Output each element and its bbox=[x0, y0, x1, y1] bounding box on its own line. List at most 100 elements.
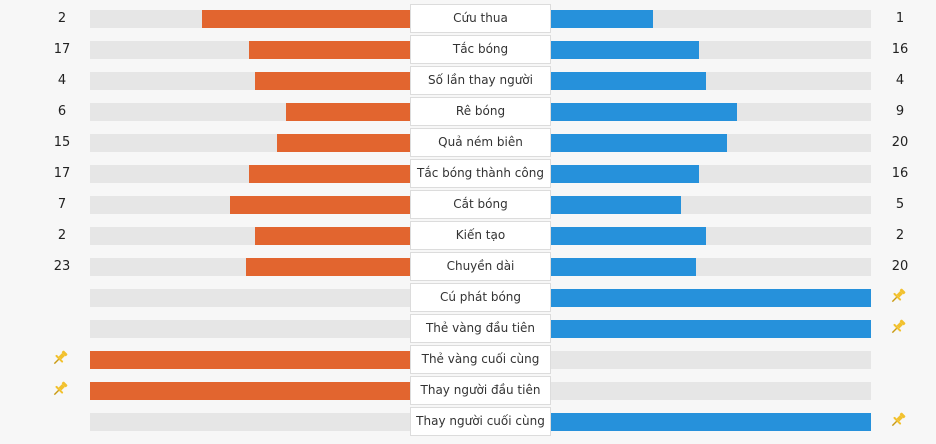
home-bar bbox=[202, 10, 411, 28]
stat-row: 7 5 Cắt bóng bbox=[0, 189, 936, 220]
pin-icon bbox=[889, 287, 909, 307]
stat-row: 23 20 Chuyền dài bbox=[0, 251, 936, 282]
away-bar bbox=[550, 165, 699, 183]
stat-row: 17 16 Tắc bóng bbox=[0, 34, 936, 65]
away-bar-track bbox=[550, 196, 871, 214]
away-value: 9 bbox=[895, 104, 905, 119]
away-bar-track bbox=[550, 165, 871, 183]
away-bar bbox=[550, 320, 871, 338]
pin-icon bbox=[51, 349, 71, 369]
away-bar bbox=[550, 258, 696, 276]
away-bar bbox=[550, 227, 706, 245]
stat-label: Tắc bóng bbox=[410, 35, 551, 64]
home-value: 4 bbox=[57, 73, 67, 88]
stat-row: 6 9 Rê bóng bbox=[0, 96, 936, 127]
home-bar bbox=[277, 134, 411, 152]
home-bar-track bbox=[90, 72, 411, 90]
stat-label: Thẻ vàng cuối cùng bbox=[410, 345, 551, 374]
stat-label: Thay người cuối cùng bbox=[410, 407, 551, 436]
home-bar-track bbox=[90, 10, 411, 28]
home-bar-track bbox=[90, 196, 411, 214]
home-bar-track bbox=[90, 351, 411, 369]
stat-row: Thay người cuối cùng bbox=[0, 406, 936, 437]
away-value: 16 bbox=[891, 42, 909, 57]
away-bar-track bbox=[550, 258, 871, 276]
home-bar-track bbox=[90, 289, 411, 307]
home-bar-track bbox=[90, 165, 411, 183]
stat-label: Số lần thay người bbox=[410, 66, 551, 95]
stat-label: Kiến tạo bbox=[410, 221, 551, 250]
away-bar bbox=[550, 134, 727, 152]
away-bar bbox=[550, 413, 871, 431]
home-bar-track bbox=[90, 413, 411, 431]
away-bar-track bbox=[550, 351, 871, 369]
away-value: 20 bbox=[891, 259, 909, 274]
home-bar-track bbox=[90, 134, 411, 152]
stat-label: Cú phát bóng bbox=[410, 283, 551, 312]
home-bar bbox=[230, 196, 411, 214]
away-bar bbox=[550, 103, 737, 121]
away-bar-track bbox=[550, 382, 871, 400]
home-bar bbox=[255, 72, 411, 90]
away-value: 5 bbox=[895, 197, 905, 212]
pin-icon bbox=[51, 380, 71, 400]
home-bar-track bbox=[90, 382, 411, 400]
home-bar bbox=[246, 258, 411, 276]
home-value: 15 bbox=[53, 135, 71, 150]
away-bar-track bbox=[550, 10, 871, 28]
away-bar bbox=[550, 289, 871, 307]
stat-row: Thẻ vàng cuối cùng bbox=[0, 344, 936, 375]
home-value: 17 bbox=[53, 42, 71, 57]
stat-row: 17 16 Tắc bóng thành công bbox=[0, 158, 936, 189]
home-bar-track bbox=[90, 41, 411, 59]
home-bar bbox=[255, 227, 411, 245]
home-value: 7 bbox=[57, 197, 67, 212]
stat-row: 2 1 Cứu thua bbox=[0, 3, 936, 34]
away-bar-track bbox=[550, 289, 871, 307]
away-value: 20 bbox=[891, 135, 909, 150]
home-value: 17 bbox=[53, 166, 71, 181]
home-value bbox=[42, 413, 82, 431]
home-bar bbox=[249, 165, 411, 183]
home-value: 2 bbox=[57, 11, 67, 26]
stat-label: Cắt bóng bbox=[410, 190, 551, 219]
home-value: 6 bbox=[57, 104, 67, 119]
away-value: 2 bbox=[895, 228, 905, 243]
home-bar-track bbox=[90, 258, 411, 276]
stat-row: 15 20 Quả ném biên bbox=[0, 127, 936, 158]
stat-row: 2 2 Kiến tạo bbox=[0, 220, 936, 251]
away-value bbox=[880, 351, 920, 369]
home-value bbox=[42, 289, 82, 307]
away-bar-track bbox=[550, 103, 871, 121]
home-bar bbox=[286, 103, 411, 121]
away-bar bbox=[550, 72, 706, 90]
away-value: 16 bbox=[891, 166, 909, 181]
home-bar-track bbox=[90, 320, 411, 338]
stat-label: Cứu thua bbox=[410, 4, 551, 33]
away-bar-track bbox=[550, 227, 871, 245]
home-bar-track bbox=[90, 227, 411, 245]
pin-icon bbox=[889, 411, 909, 431]
stat-label: Quả ném biên bbox=[410, 128, 551, 157]
away-bar bbox=[550, 10, 653, 28]
home-value: 23 bbox=[53, 259, 71, 274]
stat-label: Tắc bóng thành công bbox=[410, 159, 551, 188]
stat-label: Chuyền dài bbox=[410, 252, 551, 281]
stat-row: 4 4 Số lần thay người bbox=[0, 65, 936, 96]
away-bar-track bbox=[550, 320, 871, 338]
away-bar bbox=[550, 196, 681, 214]
away-value: 1 bbox=[895, 11, 905, 26]
home-bar bbox=[90, 351, 411, 369]
stat-row: Thay người đầu tiên bbox=[0, 375, 936, 406]
away-bar-track bbox=[550, 413, 871, 431]
pin-icon bbox=[889, 318, 909, 338]
home-bar-track bbox=[90, 103, 411, 121]
away-value bbox=[880, 382, 920, 400]
home-bar bbox=[249, 41, 411, 59]
home-value: 2 bbox=[57, 228, 67, 243]
stat-row: Thẻ vàng đầu tiên bbox=[0, 313, 936, 344]
stat-label: Thay người đầu tiên bbox=[410, 376, 551, 405]
away-bar-track bbox=[550, 41, 871, 59]
stat-label: Rê bóng bbox=[410, 97, 551, 126]
